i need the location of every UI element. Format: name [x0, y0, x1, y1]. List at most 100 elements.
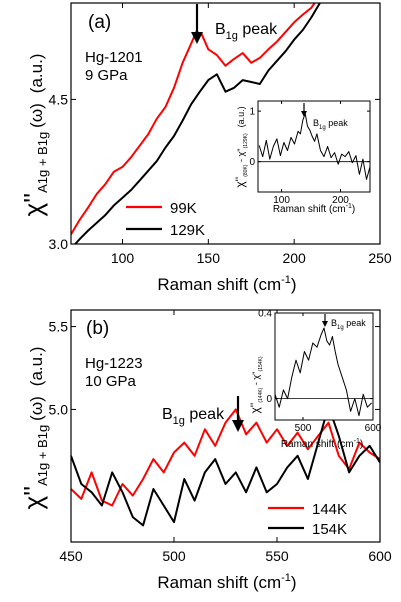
panel-a-inset-xlabel-sup: -1 [346, 203, 352, 210]
panel-a-xlabel-sup: -1 [281, 274, 291, 286]
panel-b-ylabel-omega: (ω) [27, 396, 46, 421]
panel-b-frame [70, 309, 381, 543]
svg-text:χ''(144K) - χ''(154K): χ''(144K) - χ''(154K) [248, 356, 264, 413]
panel-a-xlabel: Raman shift (cm-1) [157, 274, 296, 294]
panel-b-inset-bg [275, 313, 373, 420]
panel-b-inset-peak-b: B [331, 318, 337, 328]
panel-a-inset-ylabel-chi2: - χ'' [236, 148, 246, 164]
panel-b-inset-peak-label: B1g peak [331, 318, 366, 331]
panel-a-inset-ylabel-sub2: (129K) [243, 133, 249, 148]
panel-b-series-144k [71, 408, 380, 507]
panel-a-pressure: 9 GPa [85, 67, 128, 84]
panel-a-inset-ylabel-units: (a.u.) [236, 106, 246, 127]
panel-a-inset-peak-tail: peak [326, 118, 349, 128]
panel-b-inset-ylabel-sub2: (154K) [258, 356, 264, 371]
panel-b-xlabel-sup: -1 [281, 572, 291, 584]
panel-b-inset-xlabel-text: Raman shift (cm [281, 439, 354, 450]
panel-b-label: (b) [86, 318, 109, 339]
panel-b-peak-label: B1g peak [162, 406, 225, 427]
panel-a-inset-xtick-label: 200 [332, 195, 349, 206]
panel-a-series-129k [73, 3, 321, 244]
panel-a-inset-xlabel-end: ) [352, 204, 355, 215]
panel-a-inset: 100 200 0 1 B1g peak Raman shift (cm-1) χ''… [233, 100, 371, 215]
panel-b-peak-arrow-head [232, 420, 244, 432]
panel-b-peak-b: B [162, 406, 173, 423]
panel-b-inset-series-layer [275, 327, 373, 417]
panel-a-inset-ylabel: χ''(80K) - χ''(129K) (a.u.) [233, 106, 249, 187]
panel-a-xtick-label: 150 [197, 250, 221, 266]
panel-a-inset-peak-arrow-head [301, 111, 307, 117]
panel-b-ylabel-sub: A1g + B1g [35, 425, 50, 486]
panel-a-series-layer [71, 3, 321, 244]
panel-b-inset: 500 600 0 0.4 B1g peak Raman shift (cm-1) χ… [248, 309, 382, 451]
panel-b-pressure: 10 GPa [85, 373, 137, 390]
panel-a-peak-b: B [215, 21, 226, 38]
panel-a-ylabel: χ''A1g + B1g (ω) (a.u.) [18, 54, 50, 217]
panel-a-inset-ticks: 100 200 0 1 [249, 101, 370, 206]
panel-a-inset-ylabel-sub1: (80K) [243, 164, 249, 177]
panel-a-inset-peak-b: B [313, 118, 319, 128]
panel-b-inset-xtick-label: 600 [365, 423, 382, 434]
panel-a-inset-ytick-label: 0 [249, 157, 255, 168]
panel-a-inset-ytick-label: 1 [249, 107, 255, 118]
panel-a-inset-plot-area [258, 113, 370, 180]
panel-b-inset-ylabel-chi2: - χ'' [251, 371, 261, 387]
panel-a-ylabel-chi: χ'' [18, 193, 48, 217]
panel-a-label: (a) [88, 12, 111, 33]
panel-a-series-99k [71, 3, 316, 235]
panel-a-inset-xtick-label: 100 [273, 195, 290, 206]
panel-a-ytick-label: 3.0 [49, 236, 69, 252]
panel-a-inset-xlabel: Raman shift (cm-1) [273, 203, 355, 215]
panel-a-inset-ylabel-chi1: χ'' [233, 177, 247, 188]
panel-a-ylabel-units: (a.u.) [27, 54, 46, 94]
panel-b-xtick-label: 450 [59, 548, 83, 564]
panel-a-inset-xlabel-text: Raman shift (cm [273, 204, 346, 215]
panel-b-inset-xlabel-end: ) [360, 439, 363, 450]
panel-a-inset-frame [257, 100, 371, 193]
panel-b-inset-series-0 [275, 327, 372, 417]
panel-b-legend-154k: 154K [312, 521, 347, 538]
panel-a-legend-99k: 99K [170, 200, 197, 217]
panel-b-xtick-label: 500 [162, 548, 186, 564]
panel-a-plot-area [71, 3, 321, 244]
panel-b-inset-ylabel-chi1: χ'' [248, 403, 262, 414]
panel-a-xlabel-end: ) [291, 275, 297, 294]
panel-b-inset-ytick-label: 0.4 [258, 309, 272, 320]
svg-text:χ''A1g + B1g(ω)(a.u.): χ''A1g + B1g (ω) (a.u.) [18, 347, 50, 510]
panel-b-inset-ylabel: χ''(144K) - χ''(154K) [248, 356, 264, 413]
panel-b-legend-144k: 144K [312, 501, 347, 518]
panel-a-inset-peak-label: B1g peak [313, 118, 348, 131]
panel-b-xtick-label: 600 [368, 548, 392, 564]
panel-b-sample: Hg-1223 [85, 355, 143, 372]
panel-a-inset-bg [258, 101, 370, 192]
panel-a-inset-peak-sub: 1g [319, 125, 326, 131]
panel-b-peak-tail: peak [185, 406, 225, 423]
svg-text:χ''(80K) - χ''(129K)(a.u.): χ''(80K) - χ''(129K) (a.u.) [233, 106, 249, 187]
panel-b-inset-xlabel: Raman shift (cm-1) [281, 438, 363, 450]
panel-a-inset-series-layer [258, 113, 370, 180]
panel-a-peak-tail: peak [238, 21, 278, 38]
svg-text:χ''A1g + B1g(ω)(a.u.): χ''A1g + B1g (ω) (a.u.) [18, 54, 50, 217]
panel-a-xtick-label: 100 [111, 250, 135, 266]
panel-b-inset-ytick-label: 0 [266, 394, 272, 405]
panel-b-xlabel-end: ) [291, 573, 297, 592]
panel-b-xlabel: Raman shift (cm-1) [157, 572, 296, 592]
panel-b-ylabel: χ''A1g + B1g (ω) (a.u.) [18, 347, 50, 510]
panel-a-ytick-label: 4.5 [49, 91, 69, 107]
panel-b-ylabel-chi: χ'' [18, 486, 48, 510]
panel-b-ylabel-units: (a.u.) [27, 347, 46, 387]
panel-a-peak-label: B1g peak [215, 21, 278, 42]
panel-b-inset-frame [274, 312, 374, 421]
panel-a-ylabel-sub: A1g + B1g [35, 132, 50, 193]
panel-a-peak-arrow-head [191, 32, 203, 44]
panel-b-xlabel-text: Raman shift (cm [157, 573, 281, 592]
panel-a-xtick-label: 250 [368, 250, 392, 266]
panel-b-inset-ylabel-sub1: (144K) [258, 387, 264, 402]
panel-b-inset-ticks: 500 600 0 0.4 [258, 309, 382, 435]
panel-a-xtick-label: 200 [282, 250, 306, 266]
panel-a-ylabel-omega: (ω) [27, 103, 46, 128]
panel-b-inset-peak-arrow-head [322, 321, 328, 327]
